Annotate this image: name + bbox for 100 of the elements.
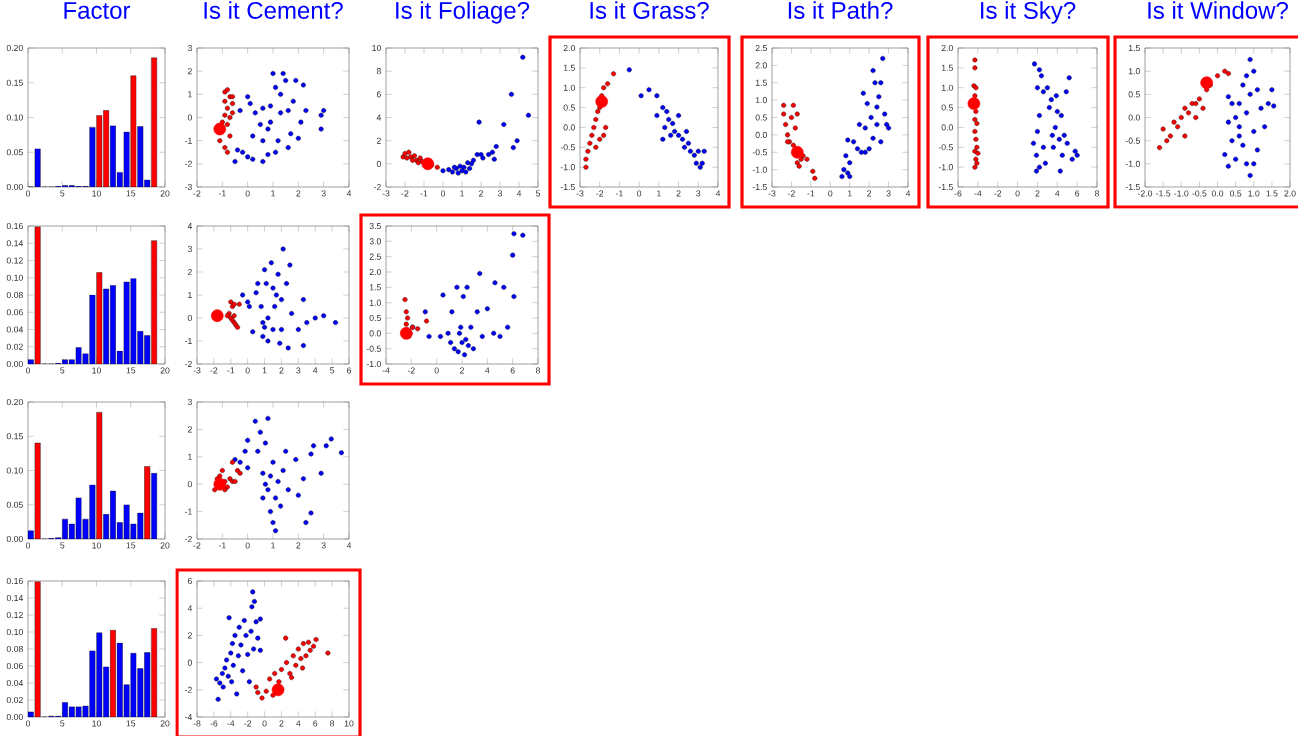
y-tick-label: 2.0 [755, 62, 767, 69]
x-tick-label: 10 [92, 720, 101, 727]
x-tick-label: 0 [434, 367, 439, 374]
x-tick-label: -1 [420, 190, 428, 197]
y-tick-label: -3 [184, 183, 192, 191]
x-tick-label: -1 [807, 190, 815, 197]
x-tick-label: 2 [479, 190, 483, 197]
y-tick-label: 3 [187, 44, 192, 52]
x-tick-label: 4 [516, 190, 522, 197]
y-tick-label: 0 [187, 659, 192, 666]
x-tick-label: 2 [460, 367, 464, 374]
x-tick-label: 15 [126, 190, 136, 197]
chart-title: Is it Window? [1148, 1, 1288, 19]
y-tick-label: 0.15 [6, 433, 23, 440]
y-tick-label: -1 [184, 137, 192, 144]
x-tick-label: 20 [160, 720, 170, 727]
y-tick-label: -1 [184, 508, 192, 515]
x-tick-label: 4 [715, 190, 721, 197]
x-tick-label: 2 [676, 190, 681, 197]
x-tick-label: 3 [886, 190, 891, 197]
y-tick-label: 8 [376, 68, 381, 75]
y-tick-label: 1.0 [755, 97, 767, 104]
x-tick-label: 3 [321, 542, 326, 549]
y-tick-label: -1.0 [560, 164, 575, 171]
x-tick-label: 1 [847, 190, 852, 197]
y-tick-label: 3 [187, 245, 192, 253]
x-tick-label: 3 [497, 190, 503, 197]
y-tick-label: 0 [187, 314, 192, 322]
y-tick-label: 0 [187, 114, 192, 121]
y-tick-label: 2 [376, 137, 381, 144]
x-tick-label: 5 [60, 190, 65, 197]
y-tick-label: 0.0 [941, 124, 953, 131]
y-tick-label: 1.0 [941, 84, 953, 91]
x-tick-label: 0 [637, 190, 642, 197]
y-tick-label: 3 [187, 398, 192, 406]
y-tick-label: 0.0 [755, 131, 767, 138]
x-tick-label: -2 [244, 720, 252, 727]
x-tick-label: 4 [313, 367, 318, 374]
x-tick-label: 6 [510, 367, 515, 374]
x-tick-label: 8 [330, 720, 335, 727]
x-tick-label: 10 [92, 190, 101, 197]
y-tick-label: 0.08 [6, 291, 23, 299]
y-tick-label: -0.5 [938, 144, 953, 151]
y-tick-label: 4 [187, 223, 193, 229]
x-tick-label: 1.5 [1266, 190, 1278, 197]
y-tick-label: -1.5 [560, 183, 575, 191]
y-tick-label: 0.0 [1128, 114, 1140, 121]
x-tick-label: 10 [92, 542, 101, 549]
x-tick-label: 4 [1055, 190, 1060, 197]
chart-title: Is it Cement? [204, 1, 343, 19]
x-tick-label: 15 [126, 367, 136, 374]
x-tick-label: -6 [954, 190, 962, 197]
y-tick-label: -2 [184, 160, 192, 167]
x-tick-label: -3 [768, 190, 776, 197]
x-tick-label: 2 [279, 720, 284, 727]
y-tick-label: 0.10 [6, 467, 23, 474]
y-tick-label: 1 [188, 91, 192, 98]
x-tick-label: 20 [160, 190, 170, 197]
x-tick-label: 10 [92, 367, 101, 374]
x-tick-label: 4 [485, 367, 490, 374]
y-tick-label: 0.00 [6, 713, 23, 721]
chart-title: Factor [64, 2, 131, 19]
x-tick-label: 1 [657, 190, 661, 197]
x-tick-label: 5 [535, 190, 541, 197]
y-tick-label: 0.00 [6, 183, 23, 191]
y-tick-label: -2 [184, 535, 192, 543]
y-tick-label: 0.00 [6, 360, 23, 368]
y-tick-label: 2 [187, 632, 192, 639]
y-tick-label: 2 [187, 426, 192, 433]
y-tick-label: -1.0 [1125, 160, 1140, 167]
x-tick-label: -1 [227, 367, 235, 374]
y-tick-label: 0.5 [563, 104, 575, 111]
y-tick-label: 0.5 [1128, 91, 1140, 98]
y-tick-label: 0.02 [6, 696, 23, 704]
y-tick-label: 2.0 [369, 268, 381, 276]
y-tick-label: 0.5 [941, 104, 953, 111]
y-tick-label: 1.0 [563, 84, 575, 91]
x-tick-label: -2 [787, 190, 795, 197]
x-tick-label: 0.5 [1229, 190, 1242, 197]
x-tick-label: 0.0 [1211, 190, 1224, 197]
x-tick-label: 0 [440, 190, 446, 197]
y-tick-label: -1.5 [1125, 183, 1140, 191]
x-tick-label: 5 [330, 367, 335, 374]
x-tick-label: -2 [401, 190, 409, 197]
y-tick-label: 3.5 [369, 222, 381, 230]
y-tick-label: 2 [187, 268, 192, 276]
x-tick-label: 0 [245, 542, 250, 549]
x-tick-label: 0 [828, 190, 833, 197]
x-tick-label: -4 [227, 720, 235, 727]
x-tick-label: -3 [382, 190, 390, 197]
x-tick-label: -1 [615, 190, 623, 197]
y-tick-label: 0.10 [6, 114, 23, 121]
x-tick-label: 2 [296, 190, 301, 197]
y-tick-label: -4 [184, 714, 193, 720]
x-tick-label: 1 [271, 190, 275, 197]
x-tick-label: -4 [974, 190, 982, 197]
x-tick-label: 5 [60, 542, 65, 549]
x-tick-label: 0 [1015, 190, 1020, 197]
y-tick-label: -1.0 [752, 166, 767, 173]
y-tick-label: 0.16 [6, 577, 23, 585]
